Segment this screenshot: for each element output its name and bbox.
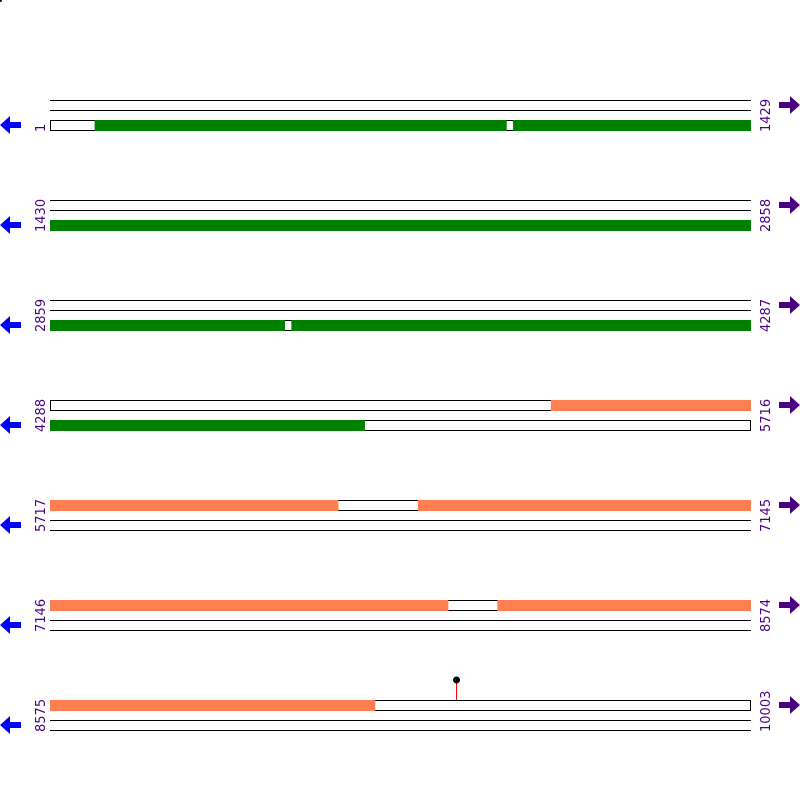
row-end-coordinate: 4287 bbox=[759, 299, 774, 332]
orf-feature-bar bbox=[497, 600, 751, 611]
orf-feature-bar bbox=[417, 500, 751, 511]
arrow-left-icon[interactable] bbox=[0, 116, 21, 134]
arrow-right-icon[interactable] bbox=[779, 696, 800, 714]
orf-feature-bar bbox=[513, 120, 751, 131]
row-start-coordinate: 1 bbox=[34, 124, 49, 132]
sequence-rows: 1 1429 1430 2858 2859 4287 4288 5716 5717 7145 714… bbox=[0, 96, 800, 734]
arrow-right-icon[interactable] bbox=[779, 296, 800, 314]
row-start-coordinate: 5717 bbox=[34, 499, 49, 532]
row-start-coordinate: 4288 bbox=[34, 399, 49, 432]
arrow-right-icon[interactable] bbox=[779, 596, 800, 614]
row-start-coordinate: 7146 bbox=[34, 599, 49, 632]
orf-feature-bar bbox=[550, 400, 751, 411]
orf-feature-bar bbox=[50, 600, 449, 611]
row-end-coordinate: 8574 bbox=[759, 599, 774, 632]
row-end-coordinate: 10003 bbox=[759, 691, 774, 732]
arrow-right-icon[interactable] bbox=[779, 496, 800, 514]
arrow-left-icon[interactable] bbox=[0, 216, 21, 234]
row-end-coordinate: 7145 bbox=[759, 499, 774, 532]
sequence-row: 4288 5716 bbox=[0, 396, 800, 434]
arrow-right-icon[interactable] bbox=[779, 396, 800, 414]
arrow-left-icon[interactable] bbox=[0, 416, 21, 434]
sequence-row: 5717 7145 bbox=[0, 496, 800, 534]
arrow-left-icon[interactable] bbox=[0, 516, 21, 534]
site-marker-head bbox=[453, 676, 460, 684]
orf-feature-bar bbox=[94, 120, 507, 131]
sequence-row: 8575 10003 bbox=[0, 676, 800, 734]
row-start-coordinate: 8575 bbox=[34, 699, 49, 732]
sequence-row: 7146 8574 bbox=[0, 596, 800, 634]
orf-feature-bar bbox=[291, 320, 751, 331]
sequence-row: 1430 2858 bbox=[0, 196, 800, 234]
arrow-right-icon[interactable] bbox=[779, 96, 800, 114]
orf-feature-bar bbox=[50, 220, 751, 231]
orf-feature-bar bbox=[50, 500, 339, 511]
row-start-coordinate: 1430 bbox=[34, 199, 49, 232]
orf-feature-bar bbox=[50, 420, 365, 431]
corner-dot bbox=[0, 0, 2, 2]
arrow-left-icon[interactable] bbox=[0, 716, 21, 734]
row-end-coordinate: 1429 bbox=[759, 99, 774, 132]
row-end-coordinate: 5716 bbox=[759, 399, 774, 432]
arrow-left-icon[interactable] bbox=[0, 316, 21, 334]
row-end-coordinate: 2858 bbox=[759, 199, 774, 232]
orf-feature-bar bbox=[50, 700, 376, 711]
sequence-row: 1 1429 bbox=[0, 96, 800, 134]
row-start-coordinate: 2859 bbox=[34, 299, 49, 332]
sequence-row: 2859 4287 bbox=[0, 296, 800, 334]
arrow-right-icon[interactable] bbox=[779, 196, 800, 214]
arrow-left-icon[interactable] bbox=[0, 616, 21, 634]
orf-feature-bar bbox=[50, 320, 285, 331]
